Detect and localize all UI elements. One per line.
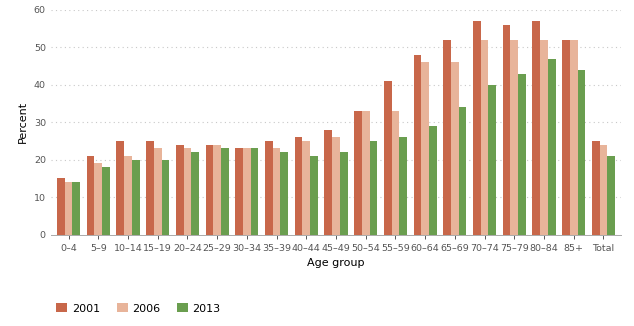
Bar xyxy=(340,152,347,235)
Bar xyxy=(503,25,510,235)
Bar xyxy=(518,74,526,235)
Bar xyxy=(392,111,399,235)
Bar xyxy=(362,111,370,235)
Bar xyxy=(451,62,459,235)
Bar xyxy=(488,85,496,235)
Bar xyxy=(302,141,310,235)
Bar xyxy=(162,160,169,235)
Bar xyxy=(607,156,615,235)
Legend: 2001, 2006, 2013: 2001, 2006, 2013 xyxy=(56,303,221,314)
Bar xyxy=(422,62,429,235)
Bar xyxy=(548,59,555,235)
Bar xyxy=(87,156,94,235)
Bar xyxy=(213,145,221,235)
Bar xyxy=(570,40,578,235)
Bar xyxy=(280,152,288,235)
Bar xyxy=(429,126,437,235)
Bar xyxy=(65,182,72,235)
Bar xyxy=(205,145,213,235)
Bar xyxy=(184,149,191,235)
Bar xyxy=(117,141,124,235)
Bar xyxy=(533,21,540,235)
Bar xyxy=(562,40,570,235)
Bar xyxy=(578,70,585,235)
Bar xyxy=(354,111,362,235)
Bar xyxy=(176,145,184,235)
Bar xyxy=(384,81,392,235)
Bar xyxy=(295,137,302,235)
Bar xyxy=(310,156,318,235)
Bar xyxy=(510,40,518,235)
Bar xyxy=(154,149,162,235)
Bar xyxy=(370,141,377,235)
Bar xyxy=(592,141,600,235)
Bar xyxy=(413,55,422,235)
Bar xyxy=(399,137,407,235)
Bar xyxy=(132,160,139,235)
Bar xyxy=(57,179,65,235)
Bar xyxy=(325,130,332,235)
Bar xyxy=(146,141,154,235)
Bar xyxy=(243,149,250,235)
Bar xyxy=(102,167,110,235)
Bar xyxy=(540,40,548,235)
Y-axis label: Percent: Percent xyxy=(18,101,28,143)
Bar xyxy=(265,141,273,235)
Bar xyxy=(443,40,451,235)
Bar xyxy=(221,149,229,235)
Bar xyxy=(94,164,102,235)
Bar xyxy=(124,156,132,235)
Bar xyxy=(459,107,467,235)
Bar xyxy=(600,145,607,235)
Bar xyxy=(250,149,259,235)
Bar xyxy=(332,137,340,235)
Bar xyxy=(273,149,280,235)
X-axis label: Age group: Age group xyxy=(307,258,365,268)
Bar xyxy=(191,152,199,235)
Bar xyxy=(473,21,481,235)
Bar xyxy=(235,149,243,235)
Bar xyxy=(481,40,488,235)
Bar xyxy=(72,182,80,235)
